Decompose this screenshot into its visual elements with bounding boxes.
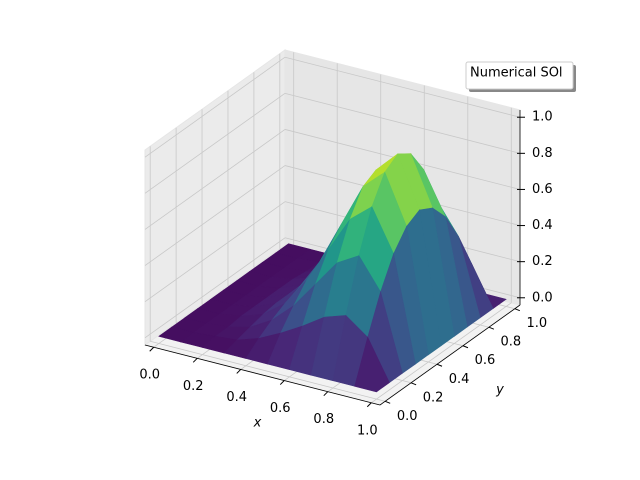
grid-line [371,302,512,404]
tick-mark [366,402,372,408]
legend-label: Numerical SOl [470,66,563,81]
grid-line [144,165,286,266]
grid-line [144,93,286,194]
tick-mark [236,369,242,374]
axis-line [144,344,381,406]
x-tick-label: 1.0 [357,423,378,438]
axis-line [379,304,521,406]
surface [158,153,507,393]
tick-mark [514,308,521,312]
tick-mark [436,363,443,367]
y-axis-label: y [495,383,504,398]
y-tick-label: 0.8 [501,335,522,350]
tick-mark [488,326,495,330]
grid-line [144,129,286,230]
grid-line [144,56,286,158]
z-tick-label: 0.2 [532,254,553,269]
tick-mark [279,380,285,385]
y-tick-label: 0.0 [397,409,418,424]
z-tick-label: 0.8 [532,146,553,161]
y-tick-label: 0.6 [475,353,496,368]
x-tick-label: 0.8 [313,412,334,427]
tick-mark [462,345,469,349]
x-tick-label: 0.0 [139,368,160,383]
x-tick-label: 0.4 [226,390,247,405]
grid-line [150,340,386,402]
x-tick-label: 0.6 [270,401,291,416]
grid-line [284,92,521,154]
surface-face [354,336,390,393]
grid-line [144,237,286,339]
tick-mark [410,382,417,386]
legend-box [465,61,574,90]
y-tick-label: 1.0 [526,316,547,331]
y-tick-label: 0.2 [423,390,444,405]
grid-line [144,201,286,302]
tick-mark [323,391,329,397]
legend: Numerical SOl [465,61,576,92]
tick-mark [384,400,391,404]
tick-mark [149,346,155,352]
x-tick-label: 0.2 [183,379,204,394]
tick-mark [192,357,198,363]
z-tick-label: 0.0 [532,290,553,305]
y-tick-label: 0.4 [449,372,470,387]
z-tick-label: 1.0 [532,110,553,125]
z-tick-label: 0.6 [532,182,553,197]
z-tick-label: 0.4 [532,218,553,233]
x-axis-label: x [253,416,262,431]
grid-line [284,56,521,118]
